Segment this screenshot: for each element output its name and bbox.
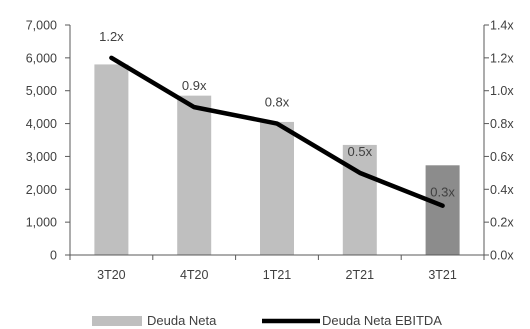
right-tick-label: 0.2x: [490, 216, 514, 230]
chart-axes: 0 1,000 2,000 3,000 4,000 5,000 6,000 7,000 0.0x…: [26, 19, 515, 283]
bar-3t20: [94, 64, 129, 255]
legend-label-deuda-neta-ebitda: Deuda Neta EBITDA: [322, 313, 442, 328]
data-labels: 1.2x 0.9x 0.8x 0.5x 0.3x: [99, 29, 455, 200]
left-tick-label: 1,000: [26, 216, 57, 230]
ratio-data-label: 1.2x: [99, 29, 124, 44]
ratio-data-label: 0.8x: [265, 95, 290, 110]
right-tick-label: 1.4x: [490, 19, 514, 33]
bar-2t21: [342, 144, 377, 255]
x-tick-label: 2T21: [346, 268, 375, 282]
chart-legend: Deuda Neta Deuda Neta EBITDA: [92, 313, 442, 328]
ratio-data-label: 0.5x: [348, 144, 373, 159]
x-tick-label: 1T21: [263, 268, 292, 282]
ebitda-ratio-line: [109, 55, 445, 208]
left-tick-label: 6,000: [26, 51, 57, 65]
bar-1t21: [260, 121, 294, 255]
right-tick-label: 0.6x: [490, 150, 514, 164]
left-tick-label: 2,000: [26, 183, 57, 197]
bar-3t21: [425, 165, 460, 255]
left-tick-label: 4,000: [26, 117, 57, 131]
right-tick-label: 1.0x: [490, 84, 514, 98]
legend-label-deuda-neta: Deuda Neta: [147, 313, 217, 328]
ratio-data-label: 0.3x: [430, 185, 455, 200]
right-tick-label: 0.4x: [490, 183, 514, 197]
x-tick-label: 3T21: [428, 268, 457, 282]
bar-series-deuda-neta: [94, 64, 460, 256]
x-tick-label: 3T20: [97, 268, 126, 282]
bar-4t20: [177, 95, 212, 256]
ratio-data-label: 0.9x: [182, 78, 207, 93]
right-tick-label: 0.8x: [490, 117, 514, 131]
legend-swatch-deuda-neta: [92, 316, 142, 326]
line-series-deuda-neta-ebitda: [109, 55, 445, 208]
left-tick-label: 3,000: [26, 150, 57, 164]
right-tick-label: 0.0x: [490, 249, 514, 263]
left-tick-label: 7,000: [26, 19, 57, 33]
right-tick-label: 1.2x: [490, 51, 514, 65]
x-tick-label: 4T20: [180, 268, 209, 282]
left-tick-label: 0: [50, 249, 57, 263]
left-tick-label: 5,000: [26, 84, 57, 98]
